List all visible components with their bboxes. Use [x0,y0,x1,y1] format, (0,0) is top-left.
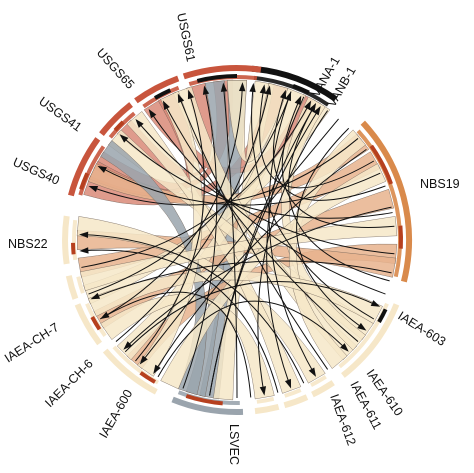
chord-arrow-30 [296,127,367,331]
chord-arrow-27 [268,91,316,377]
chord-arrow-16 [135,118,395,255]
node-inner-arc-vana1 [253,75,330,107]
node-label-iaeach7: IAEA-CH-7 [2,320,62,365]
node-arc-iaea610 [311,380,335,398]
node-label-lsvec: LSVEC [227,424,241,465]
node-label-iaeach6: IAEA-CH-6 [42,356,96,410]
chord-arrow-6 [88,91,292,295]
chord-arrow-4 [249,82,375,320]
chord-arrow-26 [90,260,392,300]
chord-arrow-32 [124,281,381,353]
chord-arrow-9 [220,82,238,399]
node-arc-iaea611 [283,394,309,409]
arc-marker-3 [139,371,157,384]
node-arc-iaeach7 [65,275,79,300]
chord-arrow-13 [88,138,359,206]
chord-arrow-24 [153,148,367,374]
ribbon-22 [281,96,366,351]
arc-marker-10 [185,394,223,406]
node-inner-arc-usgs40 [78,145,106,196]
arc-marker-9 [196,74,238,83]
node-arc-usgs61 [182,65,262,80]
ribbon-18 [126,111,302,394]
node-inner-arc-iaea610 [310,375,327,387]
arc-marker-7 [113,120,125,132]
node-arc-iaeach6 [74,303,103,346]
chord-arrow-19 [177,93,329,370]
chord-arrow-0 [259,84,375,189]
node-arc-iaea603 [341,303,400,378]
node-label-iaea612: IAEA-612 [327,392,358,447]
node-arc-nbs22 [62,215,70,265]
arc-marker-5 [71,242,76,255]
chord-arrow-12 [99,82,246,320]
node-arc-usgs65 [134,75,180,104]
node-inner-arc-nbs19 [356,129,402,278]
chord-arrows [79,82,395,399]
node-label-usgs40: USGS40 [11,155,62,188]
chord-arrow-10 [182,85,218,389]
node-label-nbs19: NBS19 [420,177,460,191]
arc-marker-11 [292,84,310,95]
node-label-usgs41: USGS41 [36,94,84,134]
chord-arrow-15 [119,134,393,219]
node-arc-iaea600 [102,348,158,395]
node-arc-lsvec [171,396,244,415]
ribbon-21 [227,80,289,163]
chord-node-arcs [62,65,413,415]
node-arc-usgs40 [68,137,101,197]
node-inner-arc-iaea611 [284,388,302,398]
chord-arrow-23 [139,118,339,365]
ribbon-24 [160,163,387,390]
chord-arrow-21 [79,247,279,393]
node-arc-iaea612 [254,403,280,415]
chord-arrow-17 [148,109,386,295]
node-arc-usgs41 [99,102,133,136]
arc-marker-2 [377,308,388,323]
chord-arrow-20 [79,231,305,384]
node-arc-nbs19 [360,120,413,283]
node-label-usgs65: USGS65 [94,46,137,92]
chord-arrow-33 [209,103,316,396]
node-label-iaea600: IAEA-600 [96,387,135,440]
chord-arrow-11 [135,89,205,362]
node-label-usgs61: USGS61 [174,12,198,63]
chord-arrow-5 [115,85,272,342]
chord-arrow-18 [162,100,359,342]
node-inner-arc-nbs22 [71,219,78,261]
node-inner-arc-iaea612 [256,396,275,404]
chord-ribbons [76,79,398,401]
chord-arrow-29 [257,110,329,396]
arc-marker-6 [79,172,90,190]
chord-arrow-28 [266,96,305,389]
arc-marker-8 [153,88,172,100]
arc-marker-0 [369,144,393,185]
node-label-iaea603: IAEA-603 [395,309,448,349]
node-inner-arc-iaeach7 [76,276,85,294]
node-label-nbs22: NBS22 [8,237,48,251]
chord-arrow-25 [123,206,392,350]
arc-marker-1 [398,225,404,249]
ribbon-19 [100,294,275,400]
arc-marker-4 [90,316,102,331]
chord-arrow-31 [157,300,349,378]
